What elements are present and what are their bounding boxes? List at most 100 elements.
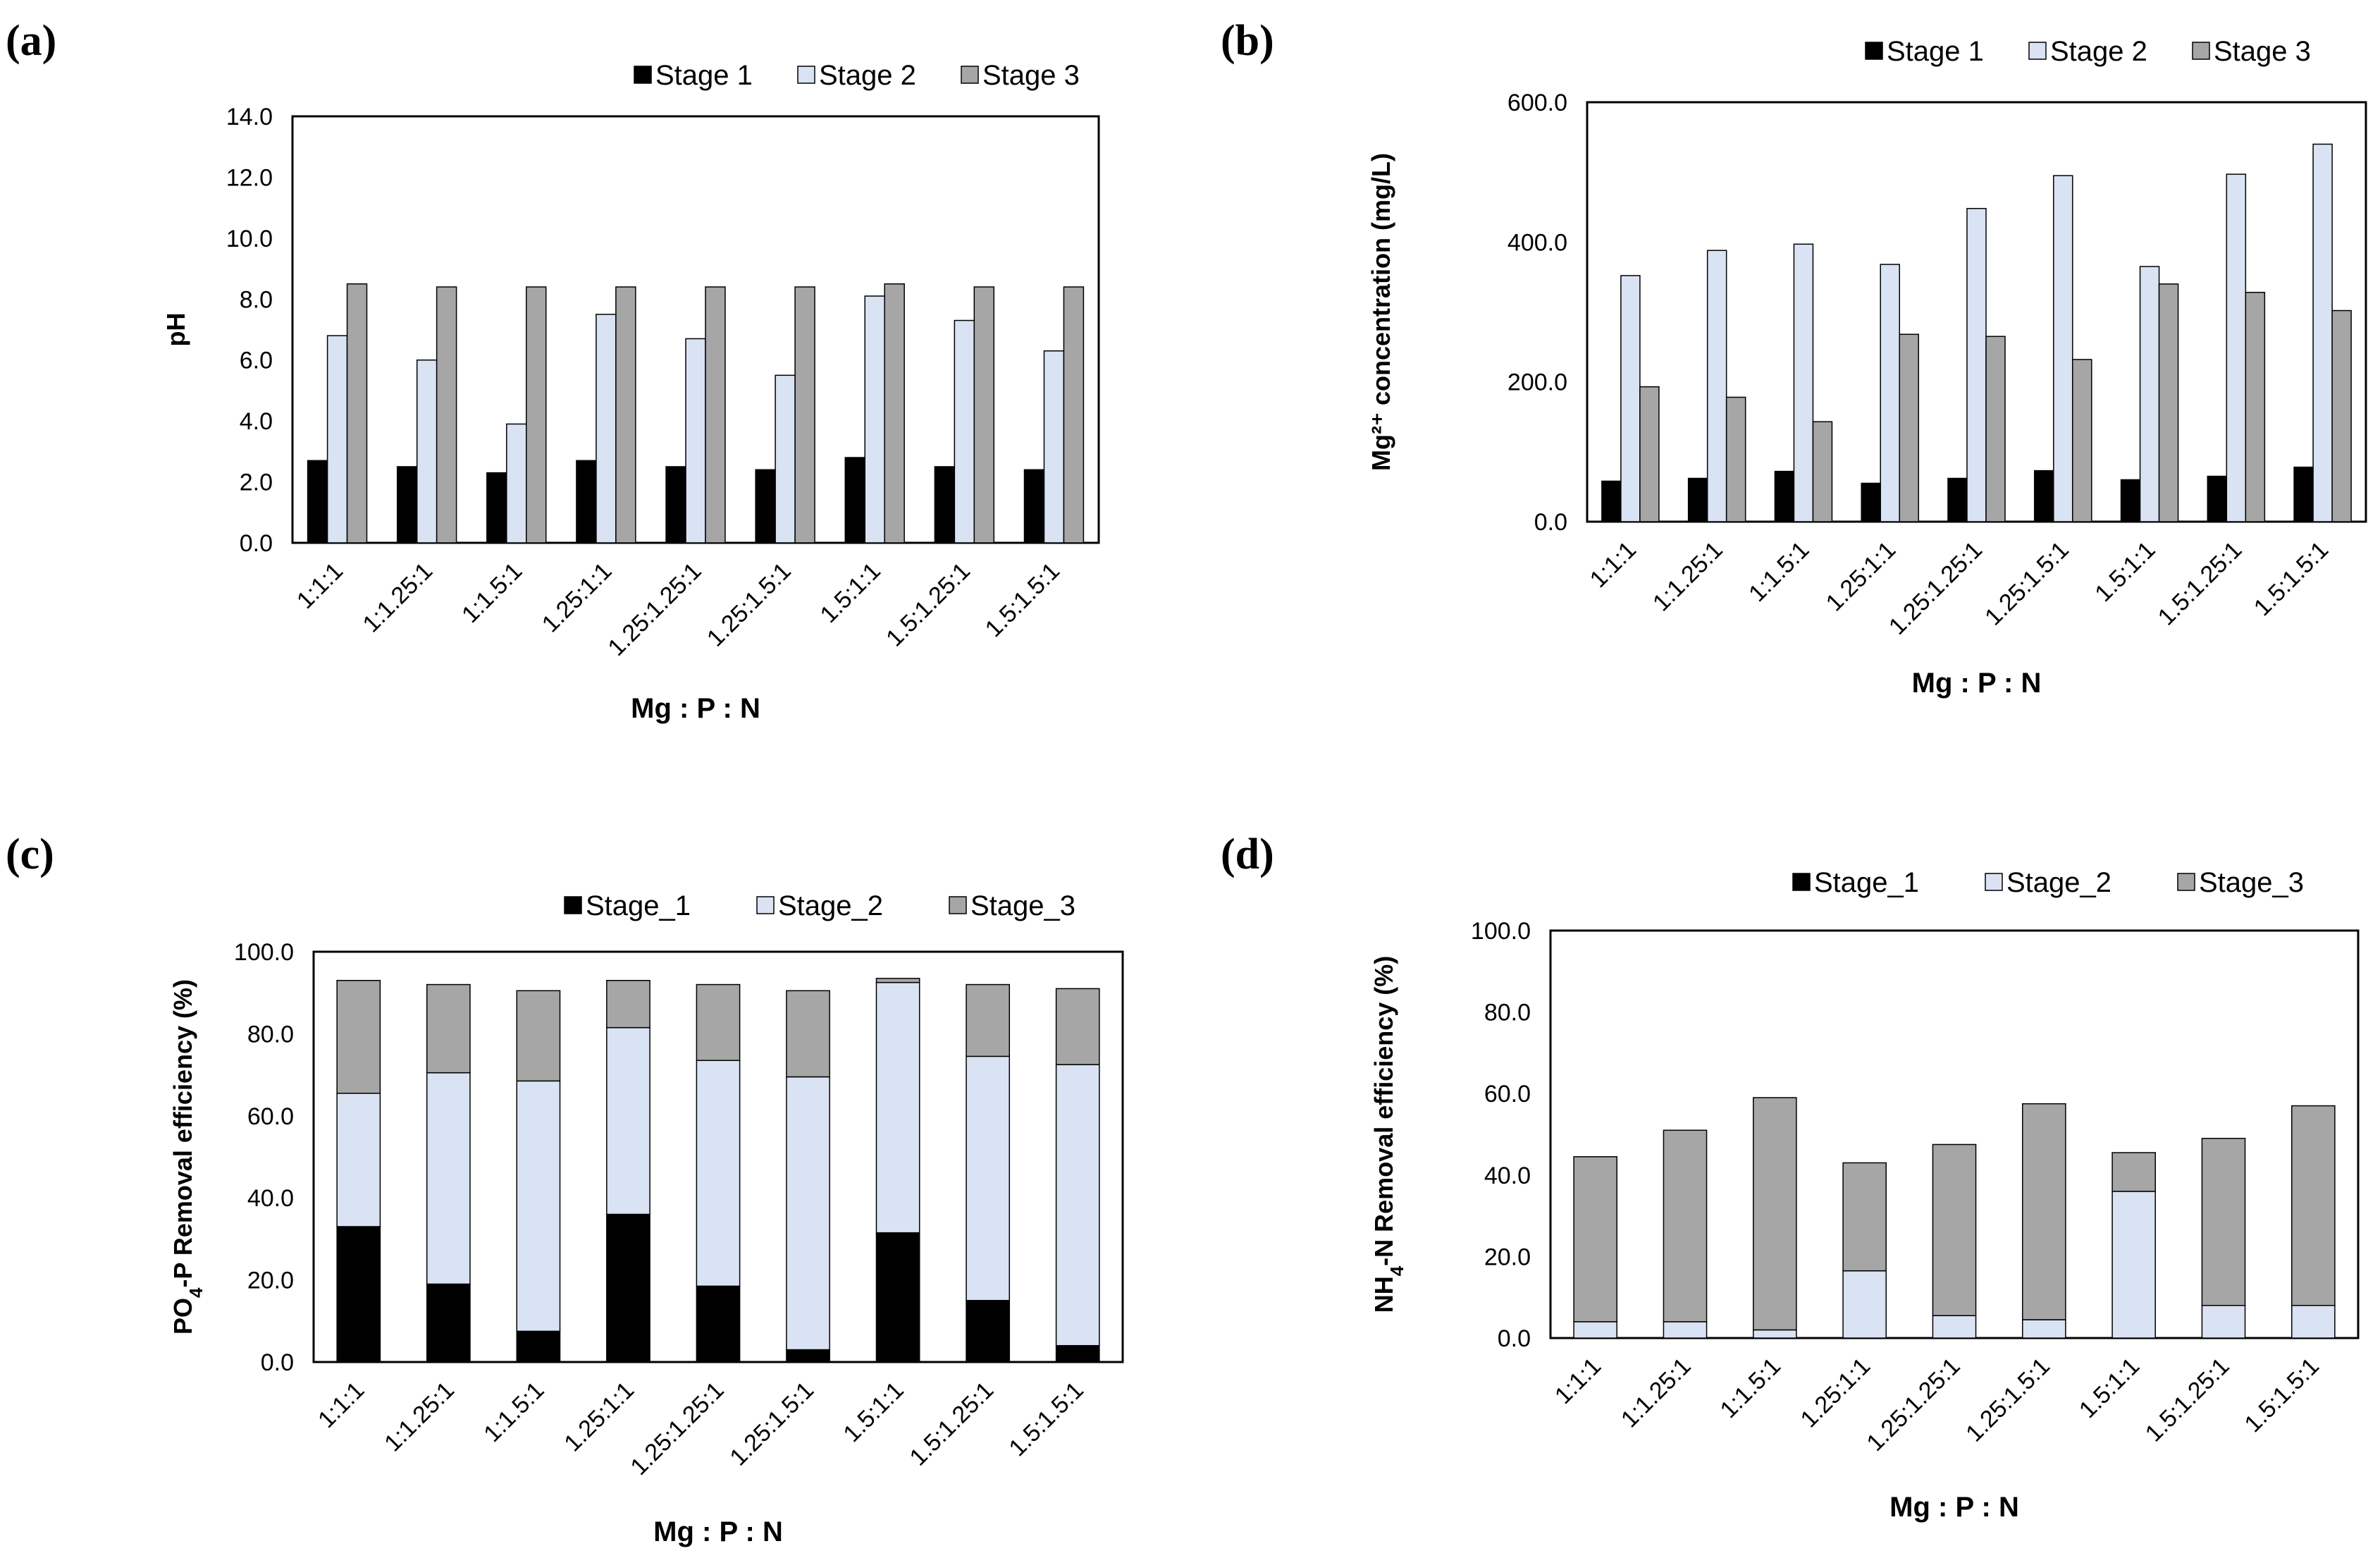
bar-segment-stage-1 bbox=[1055, 1344, 1100, 1363]
bar-segment-stage-2 bbox=[426, 1072, 471, 1285]
x-axis-label: Mg : P : N bbox=[1912, 668, 2042, 699]
y-tick-label: 100.0 bbox=[234, 939, 294, 966]
y-tick-label: 20.0 bbox=[1484, 1244, 1531, 1270]
bar-stage-3 bbox=[2158, 283, 2179, 522]
bar-stage-2 bbox=[2312, 143, 2333, 522]
bar-segment-stage-3 bbox=[516, 990, 561, 1082]
x-category-label: 1.25:1:1 bbox=[1821, 536, 1901, 617]
bar-stage-1 bbox=[486, 472, 507, 544]
bar-stage-1 bbox=[665, 466, 686, 544]
bar-stage-2 bbox=[326, 335, 348, 544]
legend-swatch bbox=[2192, 42, 2210, 60]
bar-stage-2 bbox=[1793, 243, 1814, 522]
x-category-label: 1:1.25:1 bbox=[1616, 1353, 1696, 1433]
chart-panel-c: (c) 0.0 20.0 40.0 60.0 80.0 100.0 1:1:1 1:1.25:1… bbox=[6, 830, 1124, 1547]
bar-segment-stage-2 bbox=[1055, 1064, 1100, 1347]
x-category-label: 1.25:1.25:1 bbox=[625, 1377, 729, 1480]
x-category-label: 1.5:1.25:1 bbox=[2153, 536, 2248, 631]
x-category-label: 1.5:1:1 bbox=[2074, 1353, 2145, 1423]
x-category-label: 1.25:1.25:1 bbox=[1884, 536, 1987, 640]
panel-label: (d) bbox=[1221, 830, 1274, 878]
legend-label: Stage 1 bbox=[1887, 36, 1984, 67]
x-category-label: 1:1.25:1 bbox=[1648, 536, 1728, 617]
bar-stage-1 bbox=[1861, 482, 1881, 522]
y-tick-label: 40.0 bbox=[247, 1185, 294, 1212]
bar-stage-1 bbox=[1601, 480, 1622, 522]
bar-stage-2 bbox=[2139, 266, 2160, 522]
x-category-label: 1:1:1 bbox=[313, 1377, 369, 1433]
bar-segment-stage-3 bbox=[1663, 1129, 1708, 1323]
bar-stage-1 bbox=[1947, 477, 1968, 522]
legend-label: Stage_3 bbox=[970, 890, 1075, 921]
bar-stage-2 bbox=[954, 319, 975, 544]
y-axis-label: Mg²⁺ concentration (mg/L) bbox=[1367, 153, 1395, 471]
bar-segment-stage-2 bbox=[2111, 1191, 2156, 1339]
x-category-label: 1.5:1.5:1 bbox=[2240, 1353, 2324, 1437]
x-category-label: 1.5:1:1 bbox=[838, 1377, 908, 1447]
x-category-label: 1.25:1.5:1 bbox=[1961, 1353, 2055, 1447]
bar-stage-2 bbox=[864, 295, 885, 544]
y-tick-label: 0.0 bbox=[261, 1349, 294, 1376]
legend-swatch bbox=[2177, 873, 2195, 891]
bar-stage-2 bbox=[506, 423, 527, 544]
bar-segment-stage-3 bbox=[2111, 1152, 2156, 1192]
x-category-label: 1.5:1.5:1 bbox=[980, 558, 1065, 642]
x-category-label: 1.25:1:1 bbox=[1796, 1353, 1876, 1433]
y-tick-label: 2.0 bbox=[240, 470, 273, 496]
legend-label: Stage_1 bbox=[1814, 867, 1919, 898]
x-category-label: 1:1:1 bbox=[1585, 536, 1641, 593]
bar-segment-stage-1 bbox=[516, 1330, 561, 1363]
bar-segment-stage-2 bbox=[2201, 1305, 2246, 1339]
y-axis-label: NH4-N Removal efficiency (%) bbox=[1369, 956, 1407, 1313]
y-tick-label: 8.0 bbox=[240, 286, 273, 313]
x-category-label: 1.25:1:1 bbox=[559, 1377, 639, 1457]
bar-segment-stage-1 bbox=[786, 1349, 830, 1363]
y-tick-label: 0.0 bbox=[1498, 1325, 1531, 1352]
bar-segment-stage-2 bbox=[1753, 1329, 1797, 1339]
bar-stage-3 bbox=[526, 286, 547, 544]
bar-stage-2 bbox=[1620, 275, 1641, 522]
y-tick-label: 6.0 bbox=[240, 348, 273, 374]
bar-stage-2 bbox=[1966, 207, 1987, 522]
bar-stage-3 bbox=[346, 283, 368, 544]
x-category-label: 1.25:1.5:1 bbox=[1980, 536, 2074, 631]
y-axis-label-part: -P Removal efficiency (%) bbox=[168, 979, 197, 1287]
x-category-label: 1.5:1.5:1 bbox=[1004, 1377, 1088, 1461]
y-tick-label: 14.0 bbox=[226, 104, 273, 130]
legend-label: Stage 1 bbox=[655, 60, 753, 91]
x-category-label: 1.25:1:1 bbox=[537, 558, 617, 638]
y-tick-label: 20.0 bbox=[247, 1268, 294, 1294]
legend-label: Stage_2 bbox=[778, 890, 883, 921]
legend-swatch bbox=[564, 896, 582, 914]
bar-segment-stage-2 bbox=[1932, 1315, 1977, 1339]
bar-segment-stage-2 bbox=[1663, 1321, 1708, 1339]
bar-stage-3 bbox=[2331, 309, 2352, 522]
bar-segment-stage-2 bbox=[696, 1060, 741, 1287]
x-axis-label: Mg : P : N bbox=[631, 693, 760, 724]
y-axis-label-part: -N Removal efficiency (%) bbox=[1369, 956, 1398, 1266]
x-category-label: 1:1.25:1 bbox=[358, 558, 438, 638]
legend-label: Stage_3 bbox=[2199, 867, 2304, 898]
y-axis-label-part: NH bbox=[1369, 1276, 1398, 1313]
bar-segment-stage-1 bbox=[606, 1213, 651, 1363]
bar-stage-2 bbox=[775, 374, 796, 544]
y-axis-label: PO4-P Removal efficiency (%) bbox=[168, 979, 206, 1335]
bar-segment-stage-1 bbox=[966, 1299, 1011, 1363]
y-tick-label: 0.0 bbox=[1534, 509, 1567, 536]
bar-stage-3 bbox=[1899, 333, 1919, 522]
bar-stage-3 bbox=[2245, 291, 2266, 522]
bar-stage-1 bbox=[2120, 479, 2141, 522]
bar-stage-1 bbox=[1687, 477, 1708, 522]
legend-swatch bbox=[2028, 42, 2047, 60]
legend-swatch bbox=[949, 896, 967, 914]
y-tick-label: 60.0 bbox=[247, 1103, 294, 1130]
bar-segment-stage-1 bbox=[336, 1226, 381, 1363]
bar-stage-1 bbox=[755, 469, 776, 544]
chart-panel-d: (d) 0.0 20.0 40.0 60.0 80.0 100.0 1:1:1 1:1.25:1… bbox=[1221, 830, 2360, 1523]
x-axis-label: Mg : P : N bbox=[653, 1516, 783, 1547]
bar-segment-stage-3 bbox=[966, 983, 1011, 1057]
bar-segment-stage-2 bbox=[606, 1026, 651, 1215]
bar-stage-2 bbox=[685, 338, 706, 544]
y-tick-label: 0.0 bbox=[240, 530, 273, 557]
